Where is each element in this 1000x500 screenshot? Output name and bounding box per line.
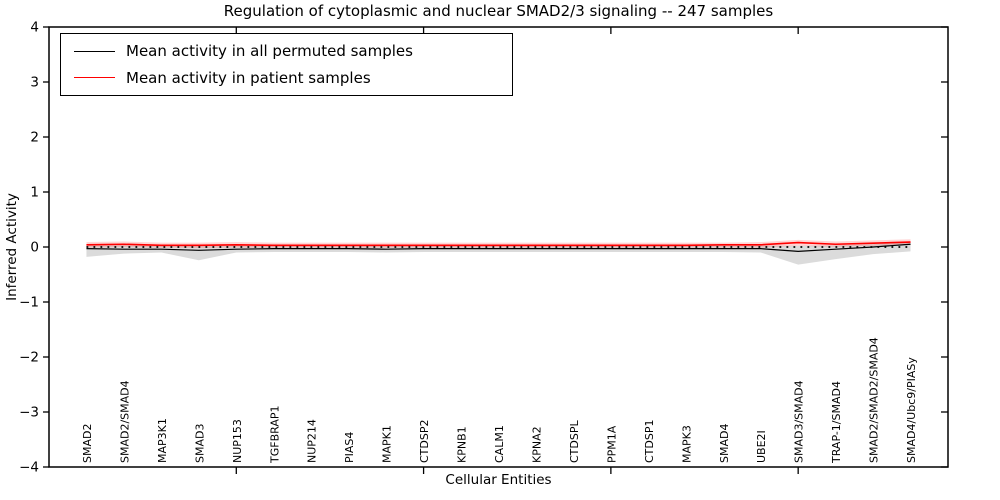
permuted-line-sample: [74, 50, 115, 52]
category-label: KPNB1: [456, 426, 469, 463]
category-label: SMAD2/SMAD2/SMAD4: [868, 337, 881, 463]
patient-line-sample: [74, 77, 115, 79]
category-label: SMAD4: [718, 424, 731, 463]
axis-frame: [48, 26, 949, 468]
category-label: CTDSPL: [568, 420, 581, 463]
permuted-band: [86, 241, 911, 265]
category-label: PPM1A: [605, 425, 618, 463]
category-label: TRAP-1/SMAD4: [830, 381, 843, 464]
chart-title: Regulation of cytoplasmic and nuclear SM…: [223, 2, 774, 20]
legend: Mean activity in all permuted samples Me…: [60, 33, 513, 96]
category-label: SMAD3/SMAD4: [793, 380, 806, 463]
legend-label-permuted: Mean activity in all permuted samples: [126, 42, 413, 61]
legend-entry-patient: Mean activity in patient samples: [61, 69, 512, 87]
category-label: PIAS4: [343, 432, 356, 463]
legend-entry-permuted: Mean activity in all permuted samples: [61, 42, 512, 60]
y-tick-label: −2: [19, 350, 39, 366]
y-tick-label: 1: [30, 185, 39, 201]
category-label: SMAD2/SMAD4: [118, 380, 131, 463]
category-label: CTDSP1: [643, 420, 656, 463]
category-label: SMAD4/Ubc9/PIASy: [905, 357, 918, 463]
category-label: TGFBRAP1: [268, 406, 281, 464]
x-axis-label: Cellular Entities: [445, 472, 552, 488]
category-label: KPNA2: [530, 426, 543, 463]
y-tick-label: −3: [19, 405, 39, 421]
y-tick-label: 4: [30, 20, 39, 36]
category-label: MAPK3: [680, 425, 693, 463]
y-tick-label: 3: [30, 75, 39, 91]
legend-label-patient: Mean activity in patient samples: [126, 68, 371, 87]
y-tick-label: 2: [30, 130, 39, 146]
y-tick-label: 0: [30, 240, 39, 256]
category-label: SMAD2: [81, 424, 94, 463]
y-tick-label: −1: [19, 295, 39, 311]
category-label: NUP153: [231, 419, 244, 463]
y-tick-label: −4: [19, 460, 39, 476]
patient-mean-line: [86, 241, 911, 247]
category-label: CTDSP2: [418, 420, 431, 463]
permuted-mean-line: [86, 243, 911, 253]
category-label: MAPK1: [381, 425, 394, 463]
y-axis-label: Inferred Activity: [4, 193, 20, 301]
category-label: SMAD3: [193, 424, 206, 463]
category-label: CALM1: [493, 425, 506, 463]
category-label: MAP3K1: [156, 418, 169, 463]
category-label: UBE2I: [755, 430, 768, 463]
category-label: NUP214: [306, 419, 319, 463]
